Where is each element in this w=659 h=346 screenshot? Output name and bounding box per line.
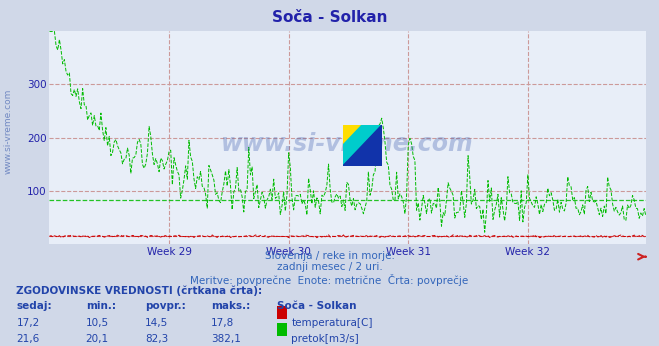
Text: 21,6: 21,6	[16, 334, 40, 344]
Text: 17,8: 17,8	[211, 318, 234, 328]
Text: min.:: min.:	[86, 301, 116, 311]
Text: ZGODOVINSKE VREDNOSTI (črtkana črta):: ZGODOVINSKE VREDNOSTI (črtkana črta):	[16, 285, 262, 296]
Text: 10,5: 10,5	[86, 318, 109, 328]
Text: 17,2: 17,2	[16, 318, 40, 328]
Text: Soča - Solkan: Soča - Solkan	[272, 10, 387, 25]
Text: 382,1: 382,1	[211, 334, 241, 344]
Text: Slovenija / reke in morje.: Slovenija / reke in morje.	[264, 251, 395, 261]
Text: 14,5: 14,5	[145, 318, 168, 328]
Text: sedaj:: sedaj:	[16, 301, 52, 311]
Text: pretok[m3/s]: pretok[m3/s]	[291, 334, 359, 344]
Text: www.si-vreme.com: www.si-vreme.com	[3, 89, 13, 174]
Polygon shape	[343, 125, 362, 145]
Text: povpr.:: povpr.:	[145, 301, 186, 311]
Text: 82,3: 82,3	[145, 334, 168, 344]
Text: Meritve: povprečne  Enote: metrične  Črta: povprečje: Meritve: povprečne Enote: metrične Črta:…	[190, 274, 469, 286]
Text: maks.:: maks.:	[211, 301, 250, 311]
Text: Soča - Solkan: Soča - Solkan	[277, 301, 357, 311]
Text: temperatura[C]: temperatura[C]	[291, 318, 373, 328]
Text: 20,1: 20,1	[86, 334, 109, 344]
Polygon shape	[343, 125, 382, 166]
Text: www.si-vreme.com: www.si-vreme.com	[221, 132, 474, 156]
Text: zadnji mesec / 2 uri.: zadnji mesec / 2 uri.	[277, 262, 382, 272]
Polygon shape	[343, 125, 382, 166]
